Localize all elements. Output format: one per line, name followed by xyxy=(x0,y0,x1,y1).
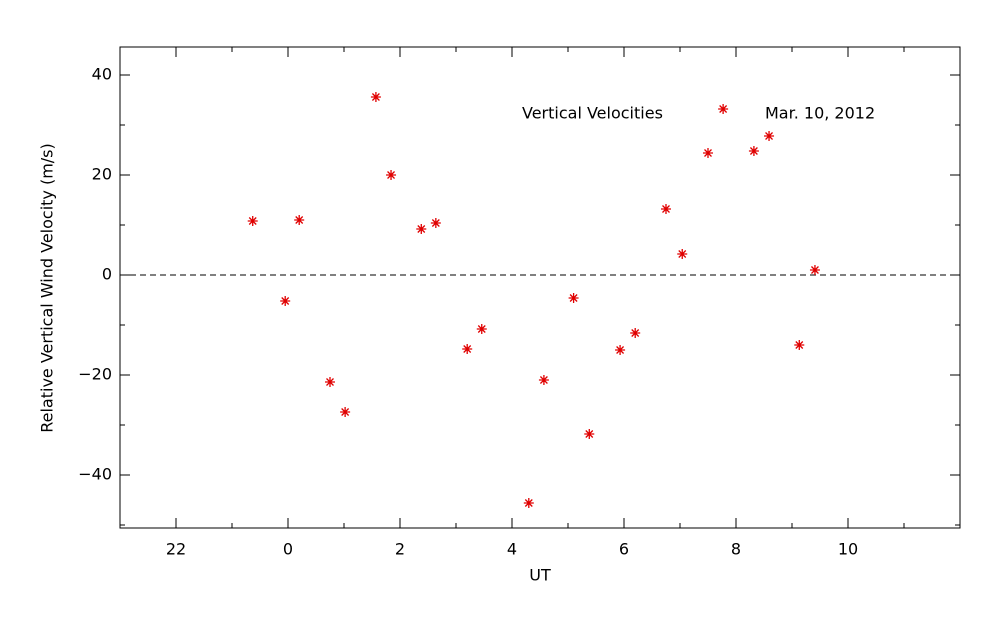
point xyxy=(764,131,775,141)
point xyxy=(247,216,258,226)
y-tick-label: 20 xyxy=(92,165,112,184)
point xyxy=(325,377,335,387)
x-tick-label: 0 xyxy=(283,540,293,559)
point xyxy=(584,429,595,439)
point xyxy=(462,344,473,354)
point xyxy=(280,296,291,306)
point xyxy=(294,215,305,225)
point xyxy=(661,204,671,214)
y-tick-label: 40 xyxy=(92,65,112,84)
x-tick-label: 10 xyxy=(838,540,858,559)
point xyxy=(630,328,641,338)
x-tick-label: 2 xyxy=(395,540,405,559)
annotation: Vertical Velocities xyxy=(522,104,663,123)
point xyxy=(538,375,549,385)
x-axis-label: UT xyxy=(529,566,551,585)
x-tick-label: 6 xyxy=(619,540,629,559)
point xyxy=(430,218,441,228)
point xyxy=(677,249,688,259)
point xyxy=(703,148,713,158)
point xyxy=(718,104,729,114)
y-axis-label: Relative Vertical Wind Velocity (m/s) xyxy=(38,143,57,433)
y-tick-label: 0 xyxy=(102,265,112,284)
point xyxy=(476,324,487,334)
point xyxy=(748,146,759,156)
point xyxy=(340,407,351,417)
y-tick-label: −20 xyxy=(78,365,112,384)
point xyxy=(809,265,820,275)
point xyxy=(568,293,579,303)
plot-frame xyxy=(119,46,961,529)
y-tick-label: −40 xyxy=(78,465,112,484)
point xyxy=(523,498,534,508)
x-tick-label: 4 xyxy=(507,540,517,559)
point xyxy=(386,170,397,180)
x-tick-label: 22 xyxy=(166,540,186,559)
point xyxy=(794,340,805,350)
annotation: Mar. 10, 2012 xyxy=(765,104,875,123)
point xyxy=(416,224,427,234)
x-tick-label: 8 xyxy=(731,540,741,559)
point xyxy=(615,345,626,355)
point xyxy=(370,92,381,102)
